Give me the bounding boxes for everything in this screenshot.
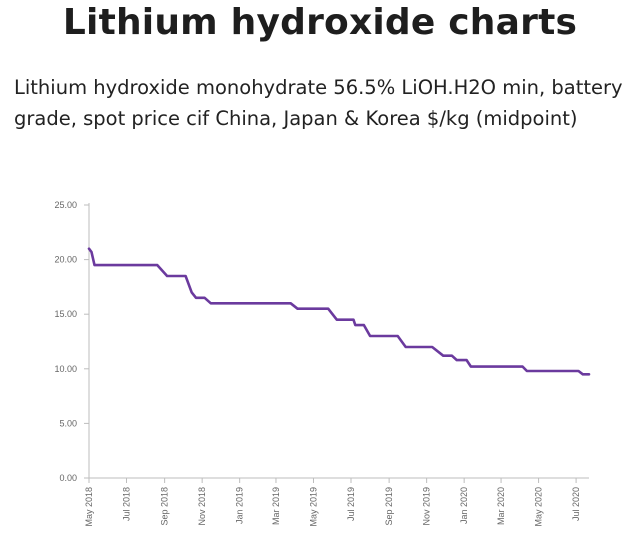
x-tick-label: Nov 2019 <box>422 487 432 526</box>
y-tick-label: 0.00 <box>59 473 77 483</box>
y-tick-label: 10.00 <box>54 364 77 374</box>
y-tick-label: 15.00 <box>54 309 77 319</box>
x-tick-label: Mar 2020 <box>496 487 506 525</box>
series-line <box>87 247 591 376</box>
x-tick-label: Nov 2018 <box>197 487 207 526</box>
x-tick-label: Sep 2018 <box>160 487 170 526</box>
x-axis: May 2018 Jul 2018 Sep 2018 Nov 2018 Jan 2019… <box>84 477 589 527</box>
x-tick-label: Mar 2019 <box>271 487 281 525</box>
y-tick-label: 5.00 <box>59 418 77 428</box>
x-tick-label: Jan 2020 <box>459 487 469 524</box>
x-tick-label: Sep 2019 <box>384 487 394 526</box>
page-title: Lithium hydroxide charts <box>62 2 578 43</box>
x-tick-label: May 2020 <box>534 487 544 527</box>
series-layer <box>87 247 591 376</box>
chart-subtitle: Lithium hydroxide monohydrate 56.5% LiOH… <box>14 76 623 130</box>
x-tick-label: May 2019 <box>308 487 318 527</box>
x-tick-label: Jan 2019 <box>235 487 245 524</box>
x-tick-label: Jul 2020 <box>571 487 581 521</box>
x-tick-label: May 2018 <box>84 487 94 527</box>
y-axis: 0.00 5.00 10.00 15.00 20.00 25.00 <box>54 200 90 483</box>
y-tick-label: 20.00 <box>54 255 77 265</box>
x-tick-label: Jul 2019 <box>346 487 356 521</box>
y-tick-label: 25.00 <box>54 200 77 210</box>
x-tick-label: Jul 2018 <box>122 487 132 521</box>
